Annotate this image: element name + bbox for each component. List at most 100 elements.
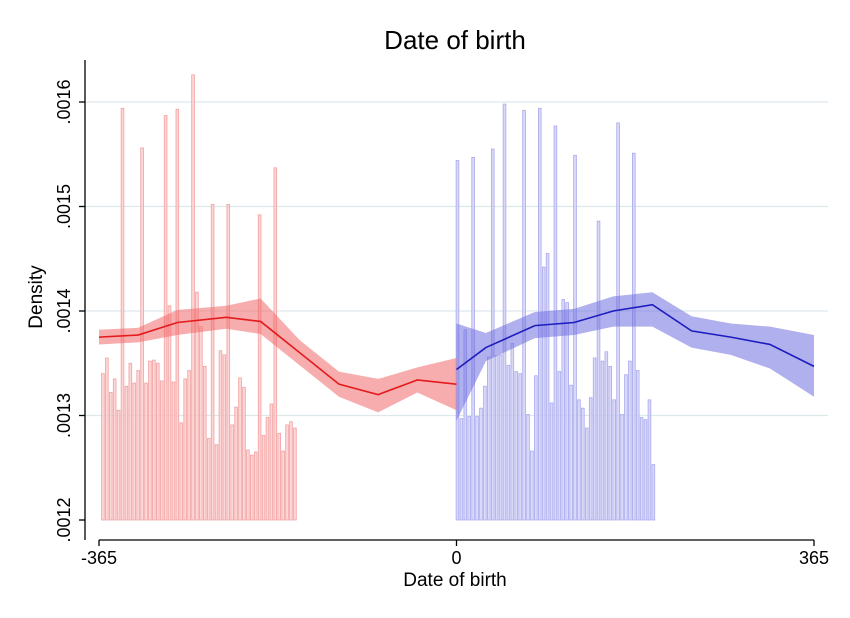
right-bar-43 xyxy=(624,374,628,521)
left-bar-46 xyxy=(281,450,285,521)
right-bar-39 xyxy=(608,365,613,521)
left-bar-28 xyxy=(210,204,215,521)
left-bar-47 xyxy=(285,424,289,521)
right-bar-20 xyxy=(534,375,538,521)
x-axis-label: Date of birth xyxy=(403,570,507,591)
left-bar-0 xyxy=(101,373,105,521)
left-bar-24 xyxy=(195,291,199,521)
left-bar-11 xyxy=(144,382,148,521)
left-bar-23 xyxy=(191,74,195,521)
left-bar-13 xyxy=(152,359,156,521)
right-bar-14 xyxy=(510,342,515,521)
right-bar-5 xyxy=(475,416,479,521)
right-bar-26 xyxy=(557,371,562,521)
right-bar-1 xyxy=(459,418,464,521)
chart-title: Date of birth xyxy=(384,25,526,55)
right-bar-23 xyxy=(545,253,550,521)
left-bar-45 xyxy=(277,432,281,521)
right-bar-42 xyxy=(620,414,624,521)
right-bar-12 xyxy=(502,103,507,521)
right-fit-line xyxy=(456,303,815,371)
left-bar-34 xyxy=(234,406,238,521)
right-bar-47 xyxy=(639,417,644,521)
x-tick-label-0: -365 xyxy=(81,548,117,568)
right-bar-46 xyxy=(635,370,640,521)
right-bar-13 xyxy=(506,364,511,521)
right-bar-15 xyxy=(514,371,519,521)
left-bar-33 xyxy=(230,424,234,521)
left-bar-41 xyxy=(261,434,266,521)
left-bar-42 xyxy=(265,417,270,521)
left-bar-17 xyxy=(167,305,172,521)
right-bar-34 xyxy=(588,397,593,521)
left-bar-26 xyxy=(203,365,207,521)
right-bar-40 xyxy=(612,399,616,521)
left-bar-48 xyxy=(289,421,293,521)
right-bar-17 xyxy=(522,109,526,521)
left-bar-36 xyxy=(242,386,246,521)
left-bar-40 xyxy=(257,214,262,521)
left-bar-31 xyxy=(222,354,227,521)
left-bar-4 xyxy=(116,409,121,521)
axes: .0012 .0013 .0014 .0015 .0016 -365 0 365 xyxy=(54,60,829,568)
y-tick-label-4: .0016 xyxy=(54,79,74,124)
left-bar-2 xyxy=(108,392,113,521)
left-bar-5 xyxy=(120,107,125,521)
right-bar-8 xyxy=(487,356,491,521)
right-bar-10 xyxy=(494,355,499,521)
right-bar-27 xyxy=(561,299,566,521)
right-bar-45 xyxy=(632,152,636,521)
right-bar-35 xyxy=(592,357,597,521)
left-bar-14 xyxy=(156,362,160,521)
right-bar-7 xyxy=(483,385,487,521)
left-bar-1 xyxy=(105,357,109,521)
right-bar-18 xyxy=(526,414,530,521)
right-bar-11 xyxy=(498,354,503,521)
left-fit-line xyxy=(98,316,457,396)
left-bar-49 xyxy=(293,427,297,521)
right-bar-33 xyxy=(585,427,589,521)
left-bar-29 xyxy=(214,444,219,521)
right-bar-50 xyxy=(651,464,656,521)
right-bar-36 xyxy=(596,220,601,521)
fit-lines xyxy=(98,303,815,396)
right-bar-48 xyxy=(643,419,648,521)
left-bar-15 xyxy=(159,380,164,521)
y-tick-label-3: .0015 xyxy=(54,184,74,229)
right-bar-16 xyxy=(518,373,522,521)
left-ci-band xyxy=(99,298,457,413)
left-bar-39 xyxy=(253,451,258,521)
left-bar-9 xyxy=(136,370,140,521)
left-bar-25 xyxy=(199,326,203,521)
y-tick-label-1: .0013 xyxy=(54,393,74,438)
right-bar-49 xyxy=(647,399,652,521)
right-bar-29 xyxy=(569,384,573,521)
left-bar-27 xyxy=(206,438,211,521)
y-tick-label-0: .0012 xyxy=(54,497,74,542)
left-bar-7 xyxy=(128,362,133,521)
x-tick-label-1: 0 xyxy=(451,548,461,568)
left-bar-37 xyxy=(246,449,250,521)
right-bar-22 xyxy=(541,266,546,521)
left-bar-43 xyxy=(269,403,274,521)
left-bar-32 xyxy=(226,204,231,521)
left-bar-38 xyxy=(250,454,254,521)
left-bar-30 xyxy=(218,350,223,521)
right-bar-37 xyxy=(600,360,605,521)
right-bar-30 xyxy=(573,154,577,521)
left-bar-6 xyxy=(124,385,129,521)
right-bar-31 xyxy=(577,399,581,521)
right-bar-6 xyxy=(479,407,483,521)
right-bar-44 xyxy=(628,360,632,521)
right-bar-38 xyxy=(604,351,609,521)
right-bar-32 xyxy=(581,407,585,521)
right-bar-3 xyxy=(467,416,471,521)
y-tick-label-2: .0014 xyxy=(54,288,74,333)
left-bar-8 xyxy=(132,382,137,521)
right-bar-24 xyxy=(549,402,554,521)
right-bar-28 xyxy=(565,302,569,521)
left-bar-21 xyxy=(183,378,187,521)
left-bar-22 xyxy=(187,370,191,521)
